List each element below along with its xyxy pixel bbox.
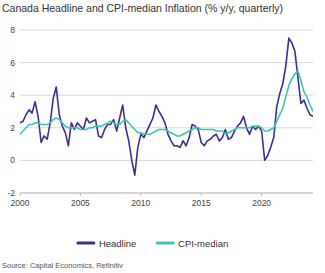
x-tick-label: 2000 [11, 198, 30, 208]
title: Canada Headline and CPI-median Inflation… [2, 2, 283, 14]
series-line [20, 71, 313, 136]
y-tick-label: 6 [10, 58, 15, 68]
x-tick-label: 2020 [252, 198, 271, 208]
chart: Canada Headline and CPI-median Inflation… [0, 0, 325, 273]
source: Source: Capital Economics, Refinitiv [2, 261, 123, 270]
y-tick-label: 0 [10, 155, 15, 165]
grid-line [20, 30, 313, 31]
x-tick [140, 193, 141, 196]
x-tick-label: 2010 [131, 198, 150, 208]
grid-line [20, 193, 313, 194]
x-axis-line [20, 193, 313, 194]
x-tick-label: 2005 [71, 198, 90, 208]
x-tick [20, 193, 21, 196]
x-tick-label: 2015 [192, 198, 211, 208]
series-line [20, 38, 313, 175]
grid-line [20, 95, 313, 96]
x-tick [201, 193, 202, 196]
legend: Headline CPI-median [78, 238, 228, 249]
grid-line [20, 62, 313, 63]
y-tick-label: -2 [7, 188, 15, 198]
y-tick-label: 4 [10, 90, 15, 100]
legend-swatch [78, 242, 94, 245]
plot-area [20, 38, 313, 175]
legend-swatch [157, 242, 173, 245]
legend-label: Headline [99, 238, 136, 249]
legend-label: CPI-median [178, 238, 228, 249]
y-tick-label: 8 [10, 25, 15, 35]
y-tick-label: 2 [10, 123, 15, 133]
grid-line [20, 160, 313, 161]
x-tick [80, 193, 81, 196]
x-tick [261, 193, 262, 196]
